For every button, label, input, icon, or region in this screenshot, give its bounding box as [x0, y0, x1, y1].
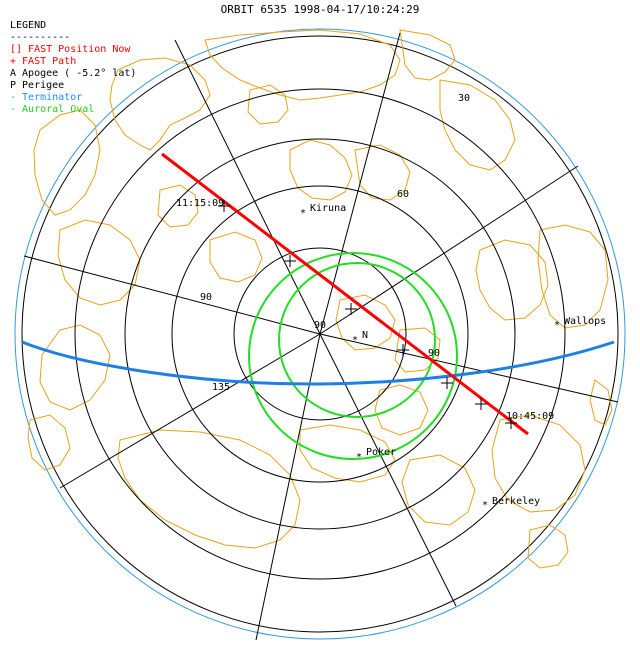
meridian-1: [174, 39, 321, 335]
legend-rule: ----------: [10, 32, 71, 43]
station-marker-berkeley: *: [482, 500, 488, 511]
path-tick: [397, 344, 409, 356]
auroral-oval-inner: [278, 262, 436, 418]
terminator-line: [21, 340, 615, 386]
lat-label-30: 30: [458, 93, 470, 104]
meridian-2: [319, 32, 401, 335]
auroral-oval-outer: [248, 252, 458, 460]
station-label-wallops: Wallops: [564, 316, 606, 327]
legend-heading: LEGEND: [10, 20, 47, 31]
path-tick: [345, 303, 357, 315]
legend-item-auroral-oval: - Auroral Oval: [10, 104, 95, 115]
pole-label-n: N: [362, 330, 368, 341]
meridian-8: [23, 255, 321, 335]
sub-label-90: 90: [428, 348, 440, 359]
lon-label-135: 135: [212, 382, 230, 393]
time-label-end: 10:45:09: [506, 411, 554, 422]
path-tick: [441, 377, 453, 389]
station-label-kiruna: Kiruna: [310, 203, 346, 214]
path-tick: [475, 398, 487, 410]
legend-item-path: + FAST Path: [10, 56, 77, 67]
meridian-4: [319, 333, 619, 403]
lat-ring-45: [124, 138, 516, 530]
latitude-rings: [74, 88, 566, 580]
earth-limb: [14, 28, 626, 640]
path-tick: [284, 255, 296, 267]
path-tick: [218, 200, 230, 212]
meridian-6: [255, 333, 321, 641]
time-label-start: 11:15:09: [176, 198, 224, 209]
meridian-5: [319, 333, 457, 607]
horizon-circle: [21, 35, 619, 633]
legend-item-position: [] FAST Position Now: [10, 44, 131, 55]
station-label-berkeley: Berkeley: [492, 496, 540, 507]
legend: LEGEND ---------- [] FAST Position Now +…: [10, 20, 136, 116]
center-label-90: 90: [314, 320, 326, 331]
legend-item-apogee: A Apogee ( -5.2° lat): [10, 68, 137, 79]
auroral-oval: [248, 252, 458, 460]
path-tick: [505, 417, 517, 429]
lon-label-90: 90: [200, 292, 212, 303]
legend-item-perigee: P Perigee: [10, 80, 65, 91]
lat-label-60: 60: [397, 189, 409, 200]
orbit-title: ORBIT 6535 1998-04-17/10:24:29: [220, 3, 420, 16]
lat-ring-60: [171, 185, 469, 483]
station-marker-wallops: *: [554, 320, 560, 331]
station-marker-poker: *: [356, 452, 362, 463]
station-marker-kiruna: *: [300, 208, 306, 219]
fast-path-line: [161, 152, 529, 436]
lat-ring-30: [74, 88, 566, 580]
stations: * Kiruna * Wallops * Poker * Berkeley *: [300, 203, 606, 511]
meridians: [23, 32, 619, 641]
pole-marker: *: [352, 335, 358, 346]
meridian-7: [59, 333, 321, 489]
lat-ring-75: [233, 247, 407, 421]
coastlines: [27, 29, 613, 569]
fast-path-ticks: [218, 200, 517, 429]
legend-item-terminator: - Terminator: [10, 92, 83, 103]
fast-path: [161, 152, 529, 436]
station-label-poker: Poker: [366, 447, 396, 458]
grid-labels: 30 60 90 135 90 N 90 11:15:09 10:45:09: [176, 93, 554, 422]
